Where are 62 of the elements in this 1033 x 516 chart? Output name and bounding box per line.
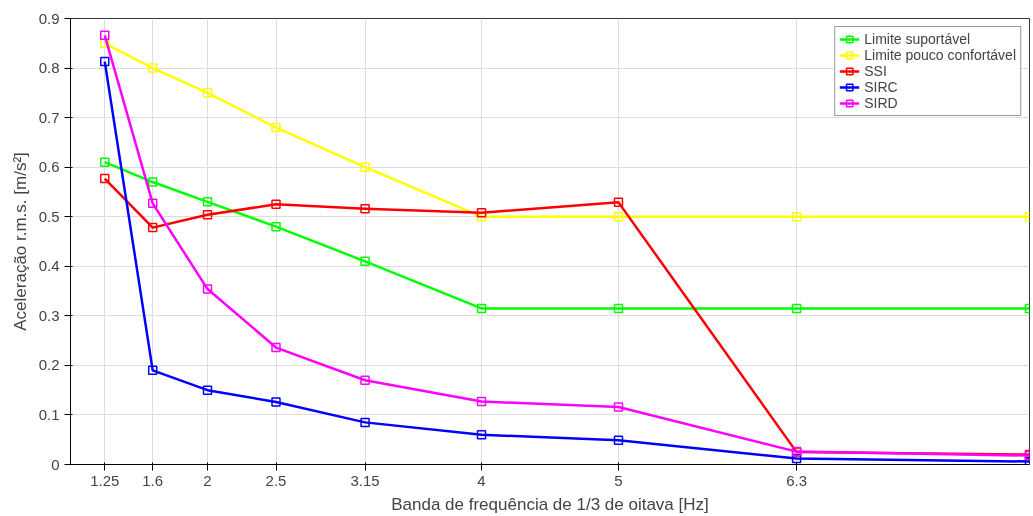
y-tick-label: 0 <box>51 455 60 473</box>
y-tick-label: 0.3 <box>38 306 60 324</box>
point <box>147 198 158 209</box>
x-tick-label: 3.15 <box>350 471 380 489</box>
point <box>360 204 370 214</box>
y-tick-label: 0.2 <box>38 356 60 374</box>
point <box>613 402 624 412</box>
legend-label: Limite suportável <box>864 31 971 47</box>
point <box>613 435 624 445</box>
x-tick-label: 4 <box>477 471 486 489</box>
point <box>100 157 110 167</box>
legend-label: SIRC <box>864 79 898 95</box>
point <box>613 197 624 208</box>
point <box>100 30 110 41</box>
point <box>147 177 158 187</box>
y-axis-title: Aceleração r.m.s. [m/s²] <box>10 152 30 331</box>
y-tick-label: 0.1 <box>38 405 60 423</box>
x-tick-label: 1.25 <box>90 471 120 489</box>
point <box>476 396 487 407</box>
point <box>791 303 802 314</box>
point <box>360 375 370 386</box>
y-tick-label: 0.9 <box>38 9 60 27</box>
point <box>271 122 281 133</box>
legend-label: Limite pouco confortável <box>864 47 1016 63</box>
point <box>613 211 624 222</box>
legend-label: SIRD <box>864 95 898 111</box>
point <box>613 303 624 314</box>
point <box>202 385 213 395</box>
point <box>100 173 110 184</box>
y-tick-label: 0.5 <box>38 207 60 225</box>
point <box>147 63 158 73</box>
point <box>360 417 370 428</box>
point <box>202 284 213 294</box>
point <box>476 430 487 440</box>
point <box>202 197 213 207</box>
point <box>202 88 213 98</box>
legend-label: SSI <box>864 63 887 79</box>
x-tick-label: 1.6 <box>142 471 164 489</box>
point <box>147 222 158 233</box>
point <box>100 56 110 67</box>
point <box>100 38 110 49</box>
x-tick-label: 6.3 <box>786 471 808 489</box>
x-tick-label: 2.5 <box>265 471 287 489</box>
point <box>476 303 487 314</box>
x-tick-label: 5 <box>614 471 623 489</box>
point <box>202 209 213 220</box>
y-tick-label: 0.6 <box>38 158 60 176</box>
point <box>791 453 802 464</box>
point <box>360 256 370 267</box>
y-tick-label: 0.8 <box>38 59 60 77</box>
point <box>271 342 281 353</box>
point <box>271 221 281 232</box>
point <box>791 211 802 222</box>
x-tick-label: 2 <box>203 471 212 489</box>
point <box>476 208 487 218</box>
point <box>271 397 281 407</box>
y-tick-label: 0.4 <box>38 257 60 275</box>
point <box>271 199 281 210</box>
x-axis-title: Banda de frequência de 1/3 de oitava [Hz] <box>391 494 709 514</box>
y-tick-label: 0.7 <box>38 108 60 126</box>
point <box>360 162 370 172</box>
point <box>147 365 158 376</box>
